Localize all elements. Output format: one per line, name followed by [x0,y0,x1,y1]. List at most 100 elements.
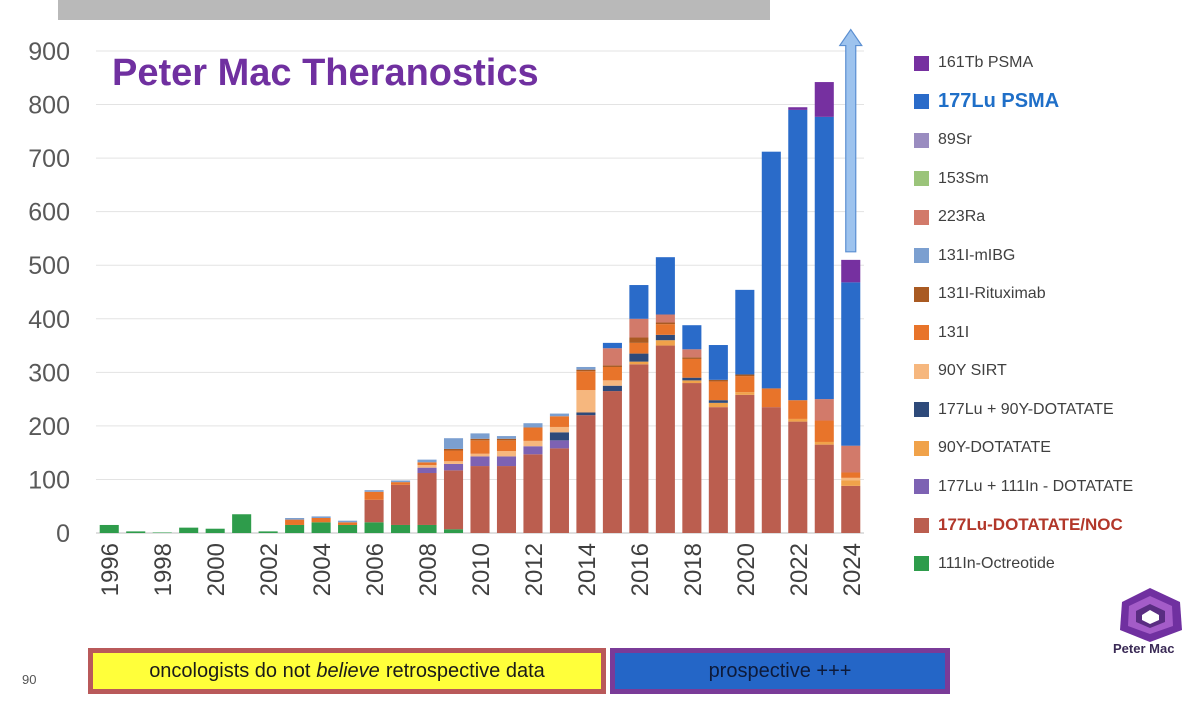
bar-segment [841,472,861,478]
bar-segment [417,473,437,525]
bar-segment [708,402,728,408]
bar-segment [391,484,411,525]
legend-item: 161Tb PSMA [914,52,1033,74]
bar-segment [364,499,384,523]
legend-item: 131I-mIBG [914,245,1015,267]
legend-swatch [914,479,929,494]
bar-segment [629,364,649,533]
legend-item: 89Sr [914,129,972,151]
x-tick-label: 2002 [256,543,283,596]
x-tick-label: 2020 [733,543,760,596]
legend-label: 177Lu-DOTATATE/NOC [938,515,1123,534]
x-tick-label: 2016 [627,543,654,596]
y-tick-label: 300 [28,359,70,387]
y-tick-label: 0 [56,520,70,548]
bar-segment [708,381,728,401]
bar-segment [549,416,569,427]
bar-segment [311,522,331,533]
bar-segment [814,82,834,117]
bar-segment [364,491,384,500]
x-tick-label: 2024 [839,543,866,596]
legend-label: 177Lu + 111In - DOTATATE [938,477,1134,495]
bar-segment [841,259,861,283]
bar-segment [523,446,543,455]
legend-label: 161Tb PSMA [938,54,1034,71]
y-tick-label: 800 [28,92,70,120]
chart-title: Peter Mac Theranostics [112,52,539,94]
bar-segment [338,522,358,525]
bar-segment [443,463,464,471]
legend-swatch [914,325,929,340]
bar-segment [470,433,490,439]
legend-item: 90Y SIRT [914,360,1007,382]
legend-swatch [914,132,929,148]
bar-segment [549,440,569,449]
bar-segment [443,448,464,451]
y-tick-label: 400 [28,306,70,334]
y-tick-label: 200 [28,413,70,441]
bar-segment [391,482,411,485]
bar-segment [443,450,464,462]
bar-segment [576,369,596,372]
bar-segment [470,438,490,441]
y-tick-label: 900 [28,38,70,66]
bar-segment [814,441,834,445]
bar-segment [311,518,331,523]
y-tick-label: 700 [28,145,70,173]
legend-label: 111In-Octreotide [938,554,1055,572]
bar-segment [391,480,411,483]
bar-segment [655,314,675,323]
bar-segment [443,461,464,464]
bar-segment [841,480,861,486]
bar-segment [496,451,517,457]
bar-segment [629,318,649,338]
legend-item: 177Lu + 90Y-DOTATATE [914,399,1114,421]
bar-segment [629,337,649,343]
legend-label: 131I [938,323,970,341]
bar-segment [576,371,596,391]
bar-segment [682,383,702,533]
bar-segment [735,394,755,533]
bar-segment [735,374,755,377]
bar-segment [841,445,861,473]
legend-item: 131I [914,322,969,344]
legend-label: 90Y SIRT [938,362,1007,379]
legend-item: 177Lu PSMA [914,90,1059,113]
bar-segment [576,390,596,413]
bar-segment [602,385,622,392]
bar-segment [576,366,596,370]
bar-segment [735,289,755,375]
legend-swatch [914,209,929,225]
x-tick-label: 2010 [468,543,495,596]
bar-segment [523,427,543,441]
bar-segment [338,524,358,533]
y-tick-label: 600 [28,199,70,227]
bar-segment [629,361,649,365]
legend-swatch [914,248,929,263]
bar-segment [841,477,861,481]
x-tick-label: 2000 [203,543,230,596]
bar-segment [496,466,517,533]
legend-swatch [914,94,929,109]
bar-segment [285,518,305,520]
legend-swatch [914,55,929,71]
legend-item: 153Sm [914,168,989,190]
bar-segment [470,453,490,457]
bar-segment [655,340,675,346]
bar-segment [682,325,702,350]
bar-segment [655,322,675,325]
top-banner-bar [58,0,770,20]
bar-segment [655,334,675,341]
bar-segment [602,391,622,533]
bar-segment [443,470,464,530]
x-tick-label: 2018 [680,543,707,596]
retro-text-suffix: retrospective data [385,659,545,682]
bar-segment [549,413,569,417]
bar-segment [470,466,490,533]
peter-mac-logo-icon [1120,588,1182,642]
bar-segment [417,524,437,533]
bar-segment [417,459,437,463]
bar-segment [496,438,517,441]
bar-segment [470,440,490,454]
retro-text-prefix: oncologists do not [149,659,311,682]
